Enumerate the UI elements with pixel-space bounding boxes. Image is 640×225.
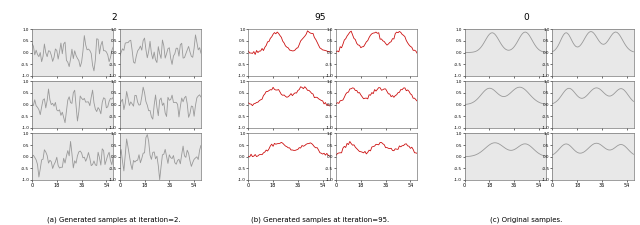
Text: (c) Original samples.: (c) Original samples.: [490, 216, 563, 223]
Text: (b) Generated samples at iteration=95.: (b) Generated samples at iteration=95.: [251, 216, 389, 223]
Text: 2: 2: [111, 14, 116, 22]
Text: 0: 0: [524, 14, 529, 22]
Text: (a) Generated samples at iteration=2.: (a) Generated samples at iteration=2.: [47, 216, 180, 223]
Text: 95: 95: [314, 14, 326, 22]
